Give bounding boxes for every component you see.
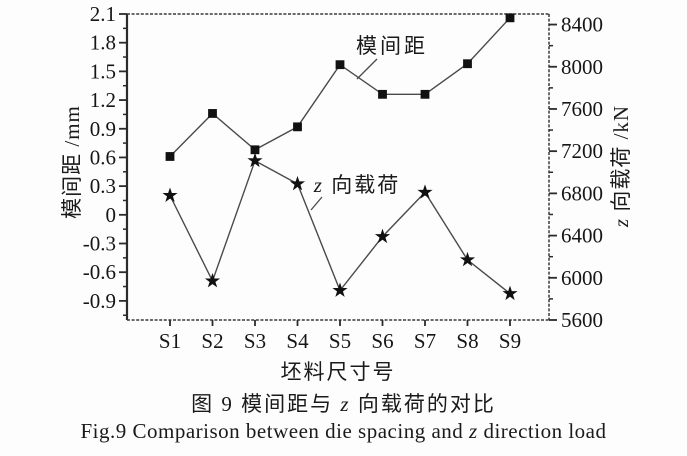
left-tick-label: 0 (106, 203, 117, 227)
annotation-die-spacing: 模间距 (356, 30, 428, 60)
z-load-point (417, 184, 433, 199)
x-tick-label: S1 (159, 329, 181, 353)
die-spacing-point (250, 145, 260, 155)
annotation-z-load-text: 向载荷 (323, 173, 401, 197)
caption-en-italic: z (469, 419, 478, 443)
left-tick-label: -0.3 (83, 232, 116, 256)
left-tick-label: 0.3 (90, 174, 116, 198)
z-load-point (247, 152, 263, 168)
right-tick-label: 6400 (561, 224, 603, 248)
right-tick-label: 6000 (561, 266, 603, 290)
die-spacing-point (420, 89, 430, 99)
caption-cn-suffix: 向载荷的对比 (350, 392, 496, 416)
right-tick-label: 6800 (561, 181, 603, 205)
x-tick-label: S5 (329, 329, 351, 353)
x-tick-label: S2 (201, 329, 223, 353)
right-tick-label: 8400 (561, 13, 603, 37)
left-tick-label: -0.6 (83, 260, 116, 284)
right-tick-label: 5600 (561, 308, 603, 332)
z-load-point (459, 251, 476, 267)
x-axis-title-text: 坯料尺寸号 (280, 360, 396, 384)
x-tick-label: S3 (244, 329, 266, 353)
annotation-z-load: z 向载荷 (314, 169, 400, 199)
left-axis-title: 模间距 /mm (56, 105, 86, 219)
z-load-point (162, 187, 178, 202)
right-axis-title-italic: z (609, 217, 633, 228)
caption-cn-prefix: 图 9 模间距与 (191, 392, 341, 416)
die-spacing-point (293, 122, 302, 132)
left-tick-label: 0.9 (90, 117, 116, 141)
z-load-point (289, 175, 306, 191)
caption-en: Fig.9 Comparison between die spacing and… (0, 419, 687, 444)
die-spacing-point (335, 60, 345, 70)
z-load-leader-line (310, 196, 323, 211)
x-tick-label: S4 (286, 329, 309, 353)
x-tick-label: S8 (456, 329, 478, 353)
z-load-point (332, 282, 348, 297)
die-spacing-leader-line (356, 58, 378, 80)
die-spacing-point (505, 13, 515, 23)
x-tick-label: S6 (371, 329, 393, 353)
caption-en-suffix: direction load (477, 419, 607, 443)
right-axis-title-text: 向载荷 /kN (609, 104, 633, 218)
left-tick-label: 0.6 (90, 145, 116, 169)
right-tick-label: 7600 (561, 97, 603, 121)
x-tick-label: S7 (414, 329, 436, 353)
x-tick-label: S9 (499, 329, 521, 353)
x-axis-title: 坯料尺寸号 (127, 356, 549, 386)
annotation-z-load-italic: z (313, 173, 324, 197)
die-spacing-point (165, 152, 175, 161)
die-spacing-point (208, 109, 217, 118)
annotation-die-spacing-text: 模间距 (356, 34, 428, 58)
z-load-point (502, 285, 518, 301)
die-spacing-point (463, 59, 472, 69)
left-tick-label: -0.9 (83, 289, 116, 313)
left-axis-title-text: 模间距 /mm (60, 105, 84, 219)
caption-en-prefix: Fig.9 Comparison between die spacing and (80, 419, 470, 443)
caption-cn-italic: z (340, 392, 351, 416)
die-spacing-point (378, 89, 387, 99)
right-tick-label: 8000 (561, 55, 603, 79)
die-spacing-line (169, 17, 511, 157)
right-axis-title: z 向载荷 /kN (605, 105, 635, 227)
z-load-point (204, 272, 221, 288)
left-tick-label: 2.1 (90, 2, 116, 26)
left-tick-label: 1.5 (90, 59, 116, 83)
left-tick-label: 1.8 (90, 31, 116, 55)
left-tick-label: 1.2 (90, 88, 116, 112)
z-load-point (374, 228, 391, 244)
caption-cn: 图 9 模间距与 z 向载荷的对比 (0, 388, 687, 418)
right-tick-label: 7200 (561, 139, 603, 163)
